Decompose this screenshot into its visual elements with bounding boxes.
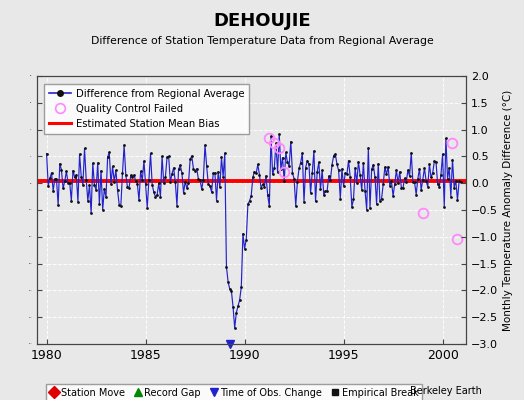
Y-axis label: Monthly Temperature Anomaly Difference (°C): Monthly Temperature Anomaly Difference (…	[503, 89, 512, 331]
Text: Berkeley Earth: Berkeley Earth	[410, 386, 482, 396]
Text: Difference of Station Temperature Data from Regional Average: Difference of Station Temperature Data f…	[91, 36, 433, 46]
Text: DEHOUJIE: DEHOUJIE	[213, 12, 311, 30]
Legend: Station Move, Record Gap, Time of Obs. Change, Empirical Break: Station Move, Record Gap, Time of Obs. C…	[46, 384, 422, 400]
